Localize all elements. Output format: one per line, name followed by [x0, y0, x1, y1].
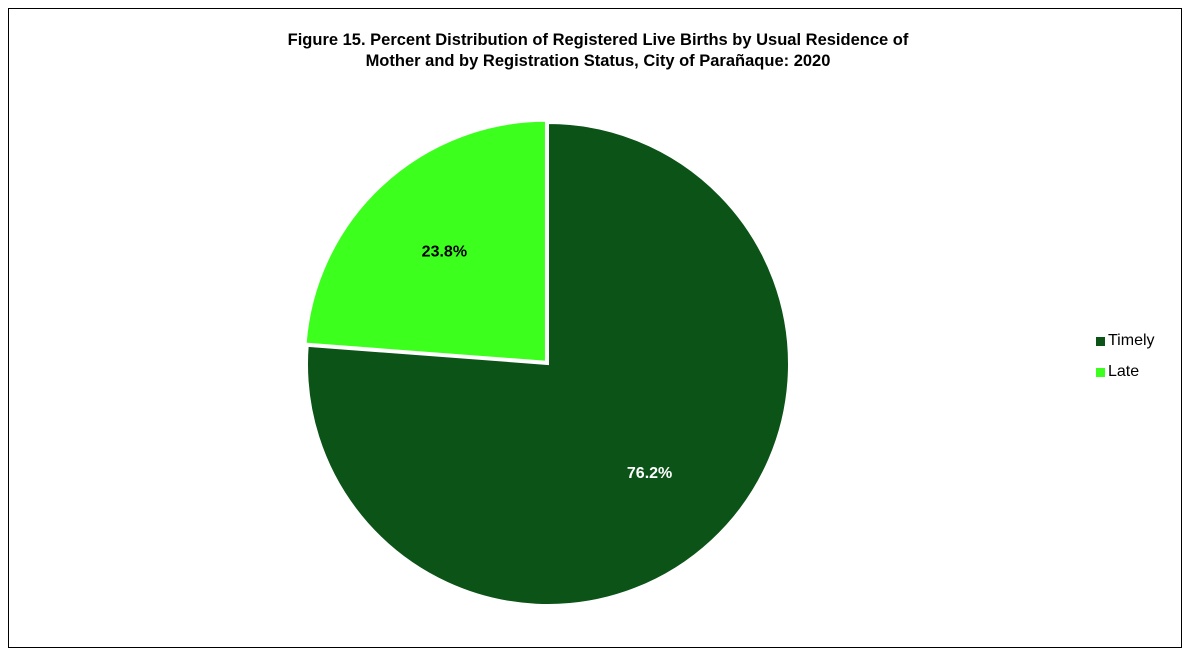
legend-item-timely: Timely	[1096, 331, 1155, 351]
chart-title: Figure 15. Percent Distribution of Regis…	[0, 30, 1192, 72]
legend-swatch-late	[1096, 367, 1105, 377]
pie-chart: 76.2% 23.8%	[304, 119, 790, 606]
legend-label-late: Late	[1108, 363, 1140, 380]
pie-slices	[304, 119, 790, 606]
chart-title-line-2: Mother and by Registration Status, City …	[365, 52, 831, 70]
legend-item-late: Late	[1096, 362, 1155, 382]
chart-title-line-1: Figure 15. Percent Distribution of Regis…	[287, 31, 909, 49]
legend-label-timely: Timely	[1108, 332, 1155, 349]
pie-slice-timely	[306, 121, 790, 606]
pie-slice-late	[304, 119, 547, 363]
legend-swatch-timely	[1096, 336, 1105, 346]
chart-legend: Timely Late	[1096, 331, 1155, 393]
pie-data-labels: 76.2% 23.8%	[422, 243, 673, 481]
data-label-late: 23.8%	[422, 243, 467, 260]
data-label-timely: 76.2%	[627, 465, 672, 482]
